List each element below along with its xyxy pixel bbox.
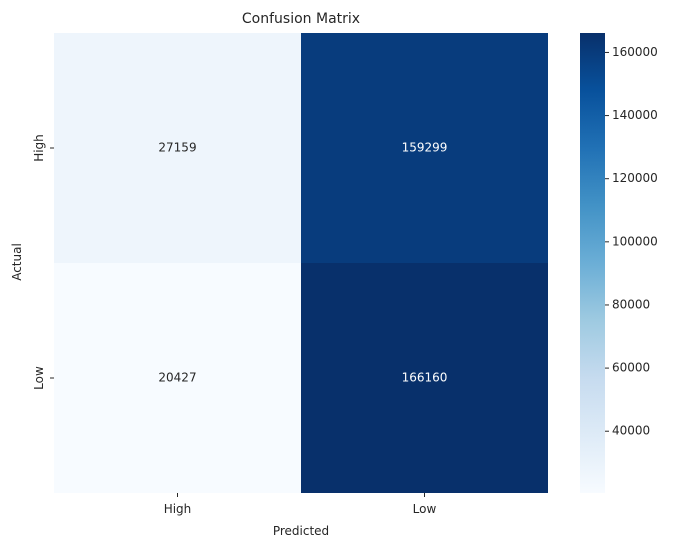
colorbar-tick-label: 60000 [612,361,650,375]
x-axis-label: Predicted [273,524,329,538]
colorbar-ticks: 40000 60000 80000 100000 120000 140000 160000 [605,45,658,438]
colorbar [580,33,605,493]
y-axis-label: Actual [10,243,24,281]
heatmap-cell-1-0 [54,263,301,493]
colorbar-tick-label: 120000 [612,171,658,185]
colorbar-tick-label: 160000 [612,45,658,59]
chart-title: Confusion Matrix [242,11,360,27]
x-tick-label: Low [413,502,437,516]
colorbar-tick-label: 140000 [612,108,658,122]
x-axis: High Low [164,493,437,516]
cell-value-label: 20427 [158,371,196,385]
cell-value-label: 27159 [158,141,196,155]
heatmap-cell-labels: 27159 159299 20427 166160 [158,141,447,385]
colorbar-tick-label: 40000 [612,424,650,438]
heatmap-cell-0-0 [54,33,301,263]
cell-value-label: 159299 [402,141,448,155]
colorbar-tick-label: 100000 [612,234,658,248]
y-tick-label: Low [32,366,46,390]
heatmap-cells [54,33,548,493]
y-axis: High Low [32,134,54,390]
heatmap-cell-1-1 [301,263,548,493]
colorbar-tick-label: 80000 [612,297,650,311]
x-tick-label: High [164,502,192,516]
y-tick-label: High [32,134,46,162]
heatmap-cell-0-1 [301,33,548,263]
cell-value-label: 166160 [402,371,448,385]
